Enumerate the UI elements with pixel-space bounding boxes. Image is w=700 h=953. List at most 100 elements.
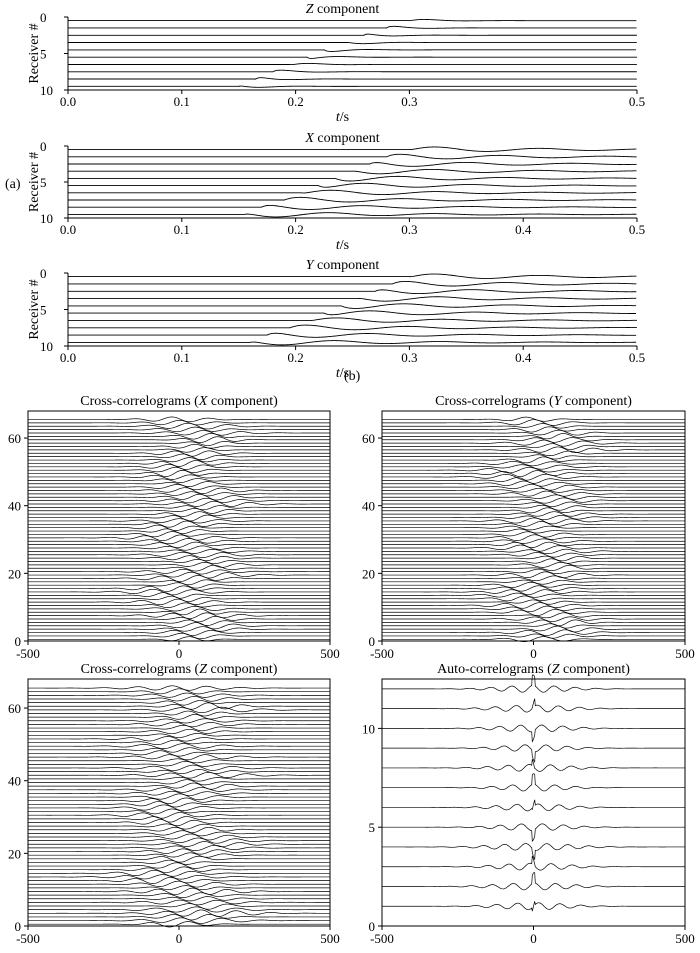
plot-frame (381, 678, 686, 927)
correlogram-trace (27, 436, 330, 443)
correlogram-trace (382, 599, 685, 605)
correlogram-trace (27, 801, 330, 808)
correlogram-trace (27, 466, 330, 473)
correlogram-trace (27, 636, 330, 642)
y-tick-label: 5 (40, 303, 47, 318)
correlogram-trace (27, 823, 330, 830)
correlogram-trace (381, 470, 685, 477)
correlogram-trace (27, 493, 330, 501)
seismic-trace (68, 62, 637, 66)
correlogram-trace (27, 606, 330, 612)
correlogram-trace (381, 558, 685, 564)
correlogram-trace (381, 592, 685, 598)
correlogram-panel-3: Cross-correlograms (Z component)-500 0 500… (8, 662, 340, 946)
correlogram-trace (381, 575, 685, 582)
correlogram-trace (27, 782, 330, 790)
correlogram-trace (381, 581, 685, 588)
y-tick-label: 5 (369, 820, 376, 835)
seismic-trace (68, 33, 637, 37)
panel-title: Z component (306, 2, 380, 17)
correlogram-trace (381, 674, 685, 693)
correlogram-trace (27, 903, 330, 910)
correlogram-trace (28, 505, 330, 511)
correlogram-trace (27, 779, 330, 786)
correlogram-trace (381, 515, 685, 521)
correlogram-trace (27, 602, 330, 608)
correlogram-trace (27, 558, 330, 565)
correlogram-trace (27, 615, 330, 623)
correlogram-trace (27, 917, 330, 924)
correlogram-trace (27, 457, 330, 463)
seismic-trace (68, 212, 637, 218)
correlogram-trace (27, 534, 330, 542)
y-tick-label: 40 (362, 499, 375, 514)
correlogram-trace (27, 579, 330, 586)
correlogram-trace (381, 443, 685, 450)
correlogram-trace (27, 819, 330, 827)
correlogram-trace (27, 464, 330, 470)
correlogram-trace (381, 480, 685, 487)
correlogram-trace (381, 461, 685, 467)
correlogram-trace (28, 855, 330, 863)
correlogram-trace (381, 464, 685, 470)
seismic-trace (68, 296, 637, 302)
correlogram-trace (381, 548, 685, 555)
panel-title: Y component (306, 258, 380, 273)
correlogram-trace (382, 619, 685, 627)
correlogram-trace (27, 869, 330, 877)
correlogram-trace (27, 453, 330, 460)
seismic-trace (68, 77, 637, 81)
correlogram-trace (381, 511, 685, 517)
y-axis-label: Receiver # (27, 152, 42, 212)
x-axis-label: t/s (336, 238, 349, 253)
plot-frame (27, 410, 331, 642)
correlogram-trace (27, 555, 330, 562)
x-tick-label: 0 (530, 931, 537, 946)
correlogram-trace (27, 511, 330, 517)
correlogram-trace (27, 478, 330, 483)
correlogram-trace (381, 571, 685, 579)
correlogram-trace (27, 450, 330, 457)
correlogram-trace (27, 714, 330, 720)
correlogram-trace (27, 443, 330, 449)
correlogram-trace (381, 555, 685, 562)
y-tick-label: 60 (8, 431, 21, 446)
x-tick-label: 0.5 (629, 350, 645, 365)
correlogram-trace (27, 551, 330, 558)
correlogram-trace (382, 562, 685, 568)
correlogram-trace (27, 500, 330, 507)
correlogram-trace (381, 625, 685, 633)
correlogram-trace (381, 612, 685, 619)
correlogram-trace (27, 761, 330, 767)
x-tick-label: 0.4 (515, 350, 532, 365)
y-tick-label: 40 (8, 499, 21, 514)
y-tick-label: 60 (8, 701, 21, 716)
correlogram-trace (27, 896, 330, 902)
correlogram-trace (27, 612, 330, 619)
x-tick-label: 0 (530, 646, 537, 661)
y-tick-label: 0 (369, 919, 376, 934)
correlogram-trace (381, 872, 685, 891)
x-tick-label: -500 (16, 931, 40, 946)
x-tick-label: 0.2 (287, 94, 303, 109)
correlogram-trace (381, 439, 685, 447)
correlogram-trace (28, 484, 330, 491)
correlogram-trace (27, 630, 330, 636)
correlogram-trace (381, 487, 685, 493)
correlogram-trace (381, 429, 685, 436)
correlogram-trace (382, 724, 685, 743)
y-tick-label: 0 (369, 634, 376, 649)
x-tick-label: -500 (16, 646, 40, 661)
correlogram-trace (382, 541, 685, 548)
seismogram-panel-x: X component 0.0 0.1 0.2 0.3 0.4 0.5 0 5 10Receive… (27, 131, 645, 253)
correlogram-trace (27, 520, 330, 528)
x-tick-label: 0.4 (515, 222, 532, 237)
correlogram-trace (382, 426, 685, 433)
correlogram-trace (381, 855, 685, 871)
correlogram-trace (27, 787, 330, 793)
correlogram-trace (27, 545, 330, 551)
correlogram-trace (28, 844, 330, 851)
x-tick-label: 0.3 (401, 222, 417, 237)
correlogram-trace (27, 848, 330, 855)
